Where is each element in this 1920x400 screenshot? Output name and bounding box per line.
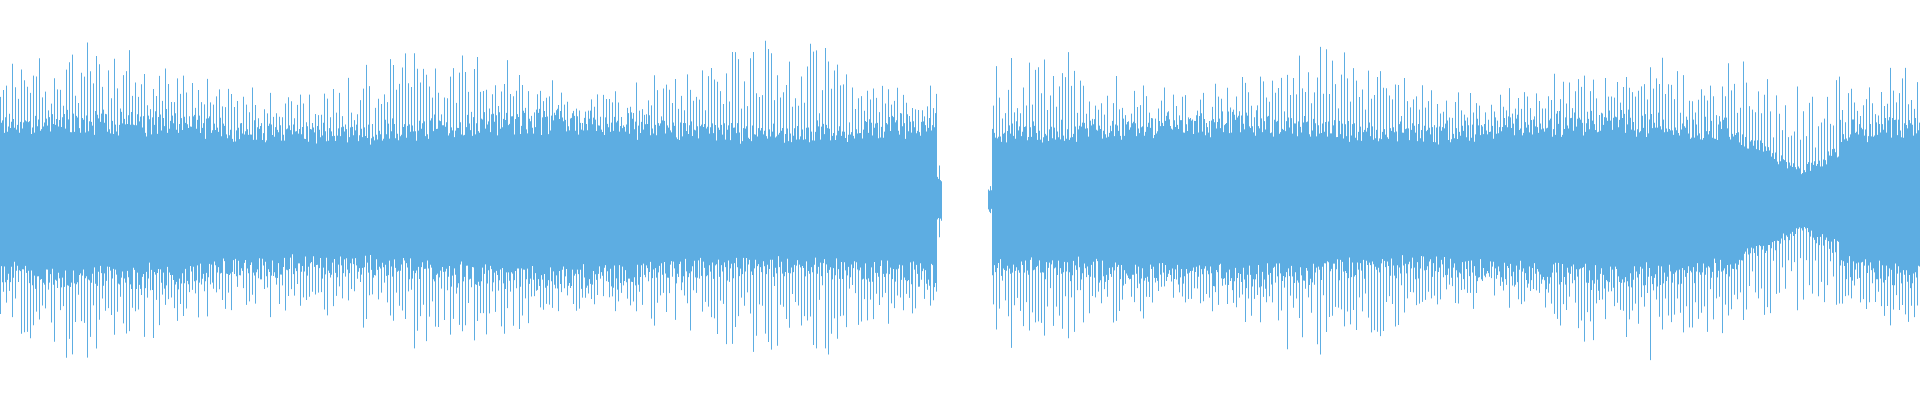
waveform-clip-1[interactable] xyxy=(0,40,942,358)
waveform-clip-2[interactable] xyxy=(988,46,1920,361)
